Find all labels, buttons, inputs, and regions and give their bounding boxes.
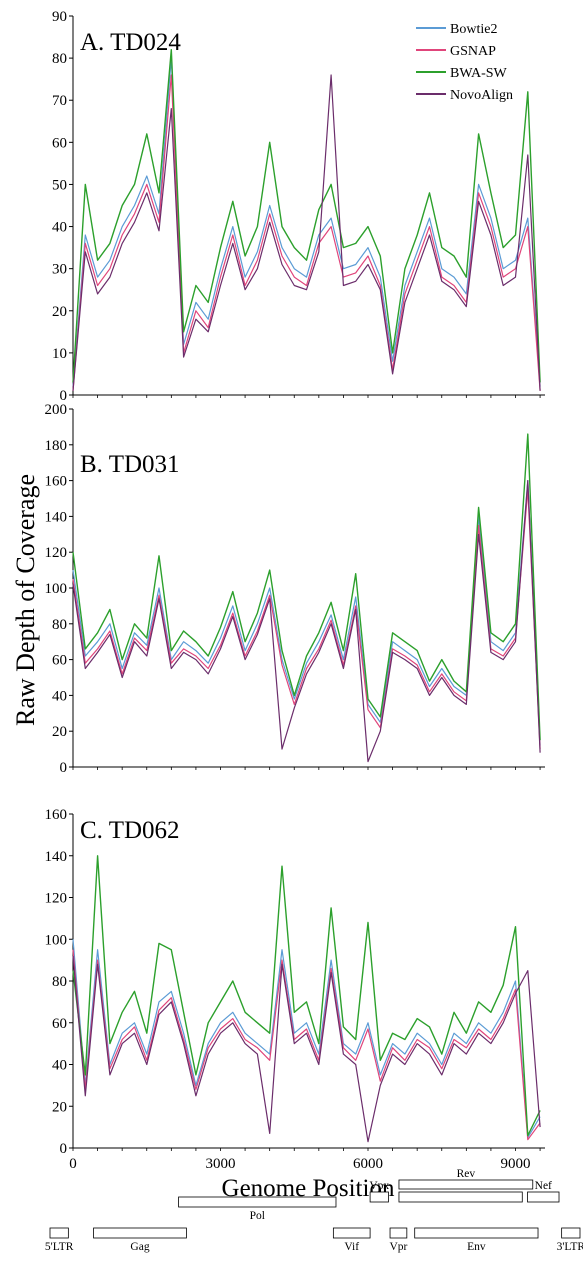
gene-label-nef: Nef (535, 1180, 552, 1192)
y-axis-label: Raw Depth of Coverage (11, 474, 40, 726)
y-tick-label: 0 (60, 388, 68, 404)
panel-c-title: C. TD062 (80, 817, 180, 844)
gene-label-vpx: Vpx (369, 1180, 389, 1192)
gene-box-nef (527, 1191, 560, 1203)
panel-b: 0 20 40 60 80 100 120 140 160 180 200 (45, 402, 545, 776)
gene-box-tat (398, 1191, 523, 1203)
y-tick-label: 40 (52, 1058, 67, 1074)
y-tick-label: 120 (45, 545, 68, 561)
panel-c: 0 20 40 60 80 100 120 140 160 0 3000 6000 9000 (45, 807, 545, 1172)
series-gsnap-line (72, 489, 541, 750)
y-tick-label: 100 (45, 581, 68, 597)
x-tick-label: 3000 (206, 1156, 236, 1172)
series-bwa-sw-line (72, 433, 541, 741)
series-novoalign-line (72, 955, 541, 1143)
gene-box-vif (332, 1227, 371, 1239)
gene-label-gag: Gag (130, 1241, 149, 1253)
legend-bwasw-label: BWA-SW (450, 66, 508, 81)
genome-map: 5'LTRGagPolVifVpxVprTatRevEnvNef3'LTR (45, 1168, 583, 1253)
y-tick-label: 60 (52, 1016, 67, 1032)
gene-box-env (414, 1227, 539, 1239)
panel-a-title: A. TD024 (80, 29, 181, 56)
legend-bowtie2-label: Bowtie2 (450, 22, 497, 37)
y-tick-label: 160 (45, 474, 68, 490)
series-gsnap-line (72, 74, 541, 391)
series-bwa-sw-line (72, 855, 541, 1137)
series-bowtie2-line (72, 939, 541, 1139)
legend-novoalign-label: NovoAlign (450, 88, 513, 103)
gene-box-3-ltr (561, 1227, 581, 1239)
series-bowtie2-line (72, 480, 541, 746)
legend-gsnap-label: GSNAP (450, 44, 496, 59)
y-tick-label: 0 (60, 760, 68, 776)
series-bwa-sw-line (72, 49, 541, 383)
y-tick-label: 80 (52, 974, 67, 990)
y-tick-label: 70 (52, 93, 67, 109)
gene-box-5-ltr (49, 1227, 69, 1239)
gene-box-rev (398, 1179, 534, 1190)
y-tick-label: 10 (52, 346, 67, 362)
y-tick-label: 180 (45, 438, 68, 454)
y-tick-label: 60 (52, 653, 67, 669)
series-novoalign-line (72, 480, 541, 763)
y-tick-label: 20 (52, 724, 67, 740)
y-tick-label: 30 (52, 262, 67, 278)
gene-box-vpx (369, 1191, 389, 1203)
gene-label-vif: Vif (344, 1241, 359, 1253)
y-tick-label: 160 (45, 807, 68, 823)
y-tick-label: 120 (45, 891, 68, 907)
gene-box-gag (93, 1227, 187, 1239)
y-tick-label: 40 (52, 688, 67, 704)
y-tick-label: 40 (52, 220, 67, 236)
panel-a: 0 10 20 30 40 50 60 70 80 90 (52, 9, 545, 404)
y-tick-label: 90 (52, 9, 67, 25)
gene-label-pol: Pol (250, 1210, 265, 1222)
y-tick-label: 50 (52, 177, 67, 193)
gene-label-env: Env (467, 1241, 486, 1253)
y-tick-label: 80 (52, 617, 67, 633)
gene-label-5-ltr: 5'LTR (45, 1241, 74, 1253)
panel-b-title: B. TD031 (80, 451, 180, 478)
gene-label-rev: Rev (457, 1168, 476, 1180)
series-bowtie2-line (72, 57, 541, 387)
x-tick-label: 0 (69, 1156, 77, 1172)
y-tick-label: 100 (45, 932, 68, 948)
gene-box-pol (178, 1196, 337, 1208)
x-tick-label: 9000 (501, 1156, 531, 1172)
gene-label-3-ltr: 3'LTR (557, 1241, 583, 1253)
y-tick-label: 200 (45, 402, 68, 418)
y-tick-label: 80 (52, 51, 67, 67)
y-tick-label: 140 (45, 849, 68, 865)
legend: Bowtie2 GSNAP BWA-SW NovoAlign (416, 22, 513, 103)
y-tick-label: 140 (45, 509, 68, 525)
series-gsnap-line (72, 949, 541, 1141)
series-novoalign-line (72, 74, 541, 391)
y-tick-label: 20 (52, 304, 67, 320)
y-tick-label: 60 (52, 135, 67, 151)
y-tick-label: 0 (60, 1141, 68, 1157)
gene-box-vpr (389, 1227, 408, 1239)
x-tick-label: 6000 (353, 1156, 383, 1172)
y-tick-label: 20 (52, 1099, 67, 1115)
gene-label-vpr: Vpr (389, 1241, 407, 1253)
